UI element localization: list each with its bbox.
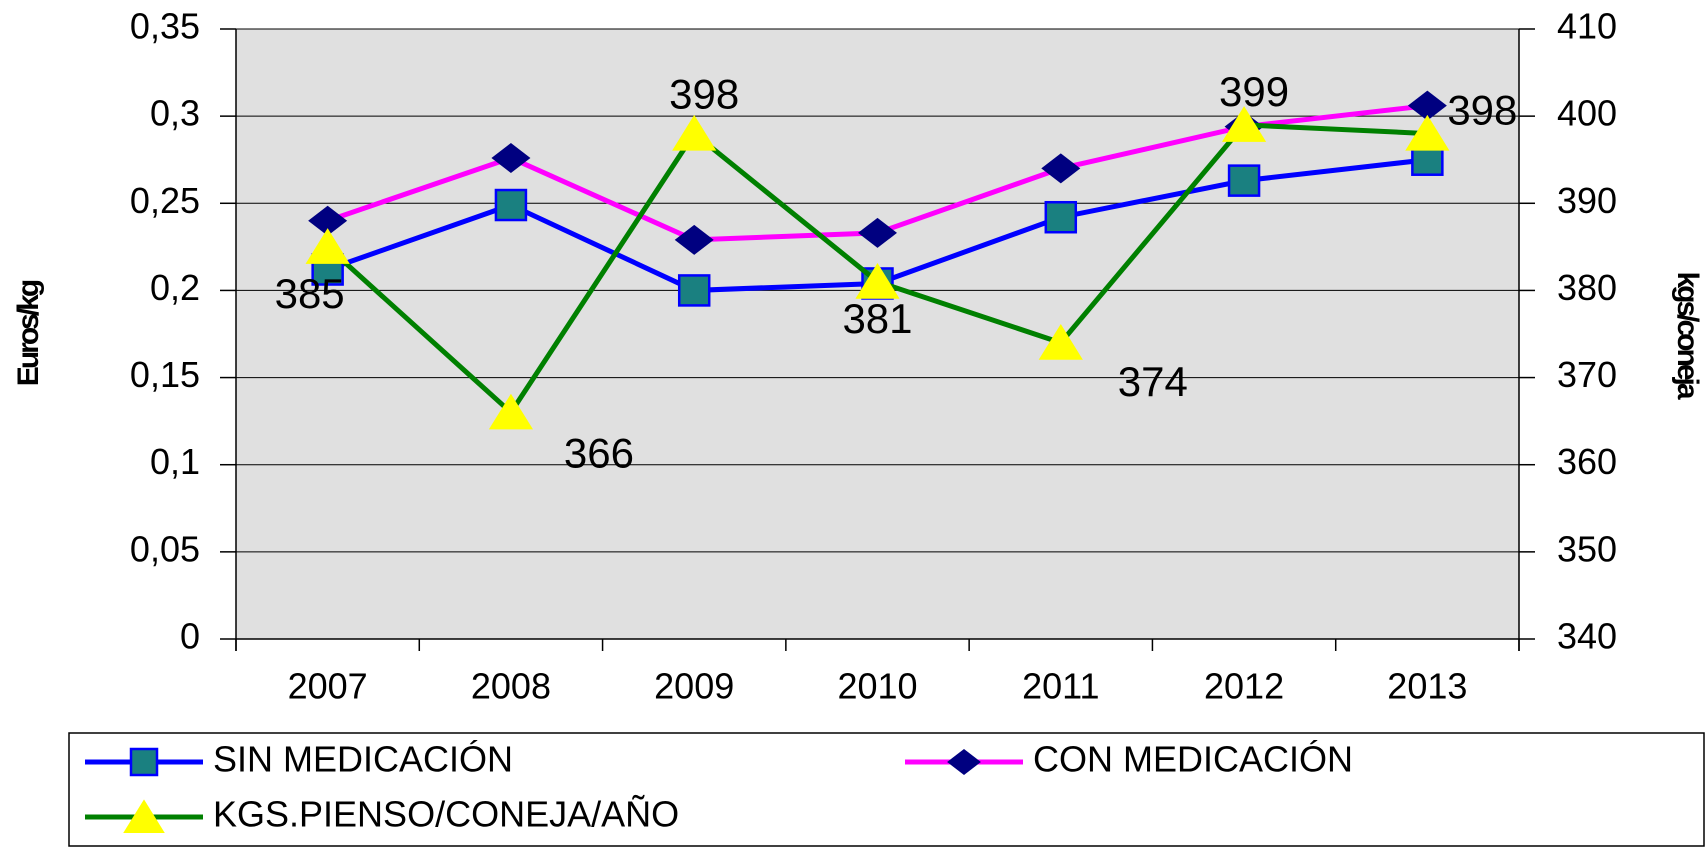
legend-marker bbox=[123, 799, 165, 833]
y-tick-label: 0,35 bbox=[130, 6, 200, 47]
point-marker bbox=[1044, 200, 1078, 234]
legend-label: SIN MEDICACIÓN bbox=[213, 739, 513, 780]
x-tick-label: 2009 bbox=[654, 666, 734, 707]
point-marker bbox=[488, 393, 534, 430]
x-tick-label: 2007 bbox=[288, 666, 368, 707]
x-tick-label: 2011 bbox=[1022, 666, 1099, 707]
point-marker bbox=[305, 228, 350, 264]
data-label: 385 bbox=[275, 270, 345, 317]
point-marker bbox=[1038, 324, 1083, 360]
point-marker bbox=[1405, 114, 1450, 151]
y2-tick-label: 400 bbox=[1557, 93, 1617, 134]
y-tick-label: 0,25 bbox=[130, 180, 200, 221]
point-marker bbox=[494, 188, 528, 222]
y2-tick-label: 340 bbox=[1557, 616, 1617, 657]
y-tick-label: 0,15 bbox=[130, 354, 200, 395]
point-marker bbox=[672, 114, 717, 151]
point-marker bbox=[1407, 90, 1447, 121]
data-label: 366 bbox=[564, 430, 634, 477]
data-label: 398 bbox=[669, 71, 739, 118]
plot-area bbox=[236, 29, 1519, 639]
x-tick-label: 2008 bbox=[471, 666, 551, 707]
point-marker bbox=[677, 274, 711, 307]
y-tick-label: 0 bbox=[180, 616, 200, 657]
legend-marker bbox=[129, 747, 159, 777]
legend-label: KGS.PIENSO/CONEJA/AÑO bbox=[213, 794, 679, 835]
legend-marker bbox=[947, 749, 981, 775]
y2-tick-label: 370 bbox=[1557, 354, 1617, 395]
y-tick-label: 0,05 bbox=[130, 528, 200, 569]
point-marker bbox=[1227, 164, 1261, 197]
point-marker bbox=[308, 205, 348, 236]
point-marker bbox=[1221, 106, 1267, 142]
point-marker bbox=[1041, 153, 1081, 184]
y-tick-label: 0,3 bbox=[150, 93, 200, 134]
point-marker bbox=[858, 217, 897, 248]
y2-tick-label: 390 bbox=[1557, 180, 1617, 221]
y2-tick-label: 350 bbox=[1557, 528, 1617, 569]
y2-tick-label: 410 bbox=[1557, 6, 1617, 47]
y2-axis-title: kgs/coneja bbox=[1671, 271, 1704, 399]
data-label: 399 bbox=[1219, 68, 1289, 115]
x-tick-label: 2010 bbox=[837, 666, 917, 707]
x-tick-label: 2013 bbox=[1387, 666, 1467, 707]
data-label: 398 bbox=[1447, 87, 1517, 134]
point-marker bbox=[674, 224, 714, 255]
y-tick-label: 0,1 bbox=[150, 441, 200, 482]
data-label: 381 bbox=[842, 295, 912, 342]
legend-label: CON MEDICACIÓN bbox=[1033, 739, 1353, 780]
data-label: 374 bbox=[1118, 358, 1188, 405]
y2-tick-label: 380 bbox=[1557, 267, 1617, 308]
x-tick-label: 2012 bbox=[1204, 666, 1284, 707]
legend bbox=[68, 732, 1705, 847]
y-tick-label: 0,2 bbox=[150, 267, 200, 308]
point-marker bbox=[491, 142, 531, 173]
y-axis-title: Euros/kg bbox=[12, 280, 45, 386]
y2-tick-label: 360 bbox=[1557, 441, 1617, 482]
point-marker bbox=[855, 263, 900, 299]
